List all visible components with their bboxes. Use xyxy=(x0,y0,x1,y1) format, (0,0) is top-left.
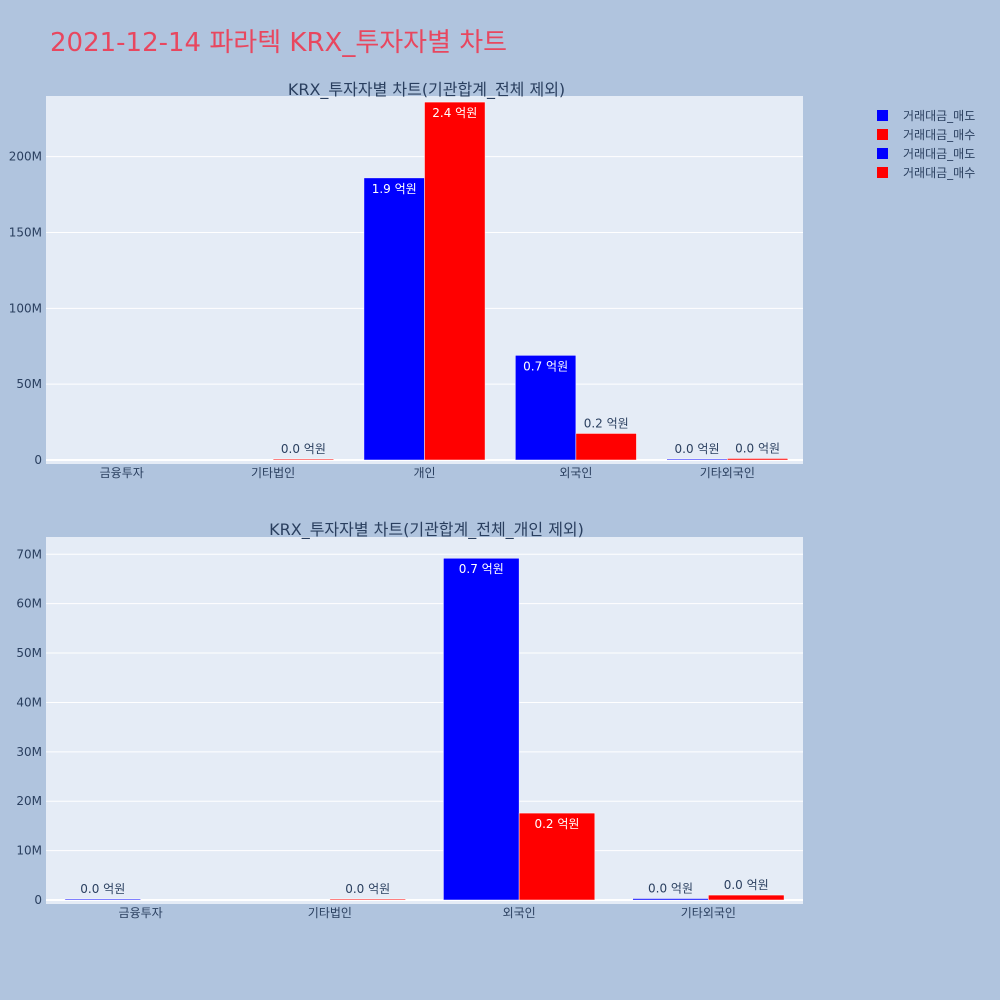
bar-data-label: 0.7 억원 xyxy=(523,359,568,373)
y-tick-label: 10M xyxy=(16,844,42,858)
bar-data-label: 0.0 억원 xyxy=(345,882,390,896)
bar xyxy=(708,894,785,901)
legend-label: 거래대금_매도 xyxy=(903,109,975,123)
x-tick-label: 기타법인 xyxy=(251,466,295,480)
chart-title: KRX_투자자별 차트(기관합계_전체_개인 제외) xyxy=(269,520,584,540)
legend-label: 거래대금_매수 xyxy=(903,128,975,142)
bar xyxy=(666,458,728,461)
bar xyxy=(424,101,486,461)
y-tick-label: 100M xyxy=(9,301,42,315)
chart-panel-2: KRX_투자자별 차트(기관합계_전체_개인 제외) 0 10M 20M 30M 40M 5… xyxy=(16,520,803,920)
x-tick-label: 기타외국인 xyxy=(700,466,755,480)
y-tick-label: 50M xyxy=(16,646,42,660)
x-tick-label: 금융투자 xyxy=(119,906,163,920)
bar xyxy=(443,557,520,901)
x-tick-label: 개인 xyxy=(413,466,435,480)
legend-label: 거래대금_매도 xyxy=(903,147,975,161)
chart-panel-1: KRX_투자자별 차트(기관합계_전체 제외) 0 50M 100M 150M 200M 금… xyxy=(9,80,803,480)
x-tick-label: 외국인 xyxy=(559,466,592,480)
y-tick-label: 60M xyxy=(16,597,42,611)
x-tick-label: 외국인 xyxy=(503,906,536,920)
y-tick-label: 200M xyxy=(9,150,42,164)
bar xyxy=(515,355,577,461)
legend-swatch xyxy=(877,129,888,140)
bar-data-label: 0.0 억원 xyxy=(281,442,326,456)
bar xyxy=(518,812,596,901)
bar xyxy=(329,898,406,901)
bar-data-label: 0.2 억원 xyxy=(534,817,579,831)
bar-data-label: 0.0 억원 xyxy=(675,442,720,456)
legend-label: 거래대금_매수 xyxy=(903,166,975,180)
bar xyxy=(575,433,637,461)
bar-data-label: 0.7 억원 xyxy=(459,562,504,576)
bar-data-label: 2.4 억원 xyxy=(432,106,477,120)
x-tick-label: 기타법인 xyxy=(308,906,352,920)
bar-data-label: 0.0 억원 xyxy=(724,878,769,892)
legend-swatch xyxy=(877,148,888,159)
bar-data-label: 0.0 억원 xyxy=(735,441,780,455)
y-tick-label: 30M xyxy=(16,745,42,759)
bar xyxy=(727,458,789,461)
y-tick-label: 20M xyxy=(16,794,42,808)
x-tick-label: 금융투자 xyxy=(100,466,144,480)
bar-data-label: 1.9 억원 xyxy=(372,182,417,196)
plot-area xyxy=(46,537,803,904)
legend-swatch xyxy=(877,110,888,121)
bar xyxy=(272,458,334,461)
y-tick-label: 150M xyxy=(9,226,42,240)
x-tick-label: 기타외국인 xyxy=(681,906,736,920)
legend-swatch xyxy=(877,167,888,178)
bar-data-label: 0.2 억원 xyxy=(584,416,629,430)
y-tick-label: 0 xyxy=(34,893,42,907)
bar xyxy=(64,898,141,901)
y-tick-label: 0 xyxy=(34,453,42,467)
y-tick-label: 70M xyxy=(16,547,42,561)
y-tick-label: 40M xyxy=(16,695,42,709)
y-tick-label: 50M xyxy=(16,377,42,391)
bar xyxy=(363,177,425,461)
bar-data-label: 0.0 억원 xyxy=(648,882,693,896)
page-title: 2021-12-14 파라텍 KRX_투자자별 차트 xyxy=(50,28,508,58)
bar xyxy=(632,898,709,901)
bar-data-label: 0.0 억원 xyxy=(80,882,125,896)
chart-title: KRX_투자자별 차트(기관합계_전체 제외) xyxy=(288,80,565,100)
